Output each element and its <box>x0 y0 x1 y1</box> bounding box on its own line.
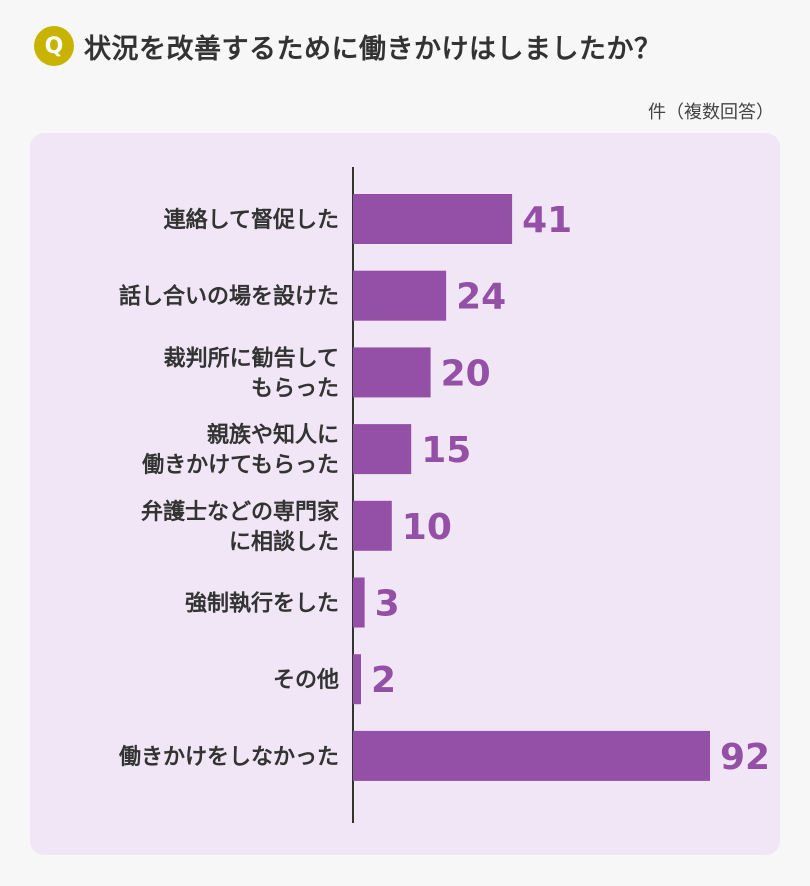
category-label: 連絡して督促した <box>164 207 339 233</box>
bar <box>353 270 447 321</box>
category-label: 強制執行をした <box>185 591 339 617</box>
bar <box>353 577 365 628</box>
value-label: 15 <box>421 430 471 471</box>
bar <box>353 654 361 705</box>
bar <box>353 194 513 244</box>
question-header: Q 状況を改善するために働きかけはしましたか？ <box>34 26 662 66</box>
value-label: 3 <box>375 584 400 625</box>
category-label: 弁護士などの専門家 <box>141 499 340 525</box>
bar <box>353 500 392 551</box>
question-title: 状況を改善するために働きかけはしましたか？ <box>84 33 662 65</box>
category-label: に相談した <box>229 529 339 555</box>
value-label: 10 <box>402 507 452 548</box>
question-badge: Q <box>34 26 74 66</box>
bar <box>353 730 710 781</box>
value-label: 24 <box>456 277 506 318</box>
bar <box>353 424 412 475</box>
bar <box>353 347 431 398</box>
value-label: 20 <box>441 353 491 394</box>
category-label: 働きかけてもらった <box>141 452 339 478</box>
category-label: もらった <box>251 376 339 401</box>
category-label: 親族や知人に <box>207 422 339 448</box>
category-label: 裁判所に勧告して <box>164 345 339 371</box>
unit-note: 件（複数回答） <box>648 102 774 123</box>
category-label: 働きかけをしなかった <box>118 744 339 770</box>
value-label: 92 <box>720 737 770 778</box>
category-label: 話し合いの場を設けた <box>119 284 339 310</box>
value-label: 41 <box>522 200 572 241</box>
value-label: 2 <box>371 660 396 701</box>
category-label: その他 <box>273 668 339 693</box>
